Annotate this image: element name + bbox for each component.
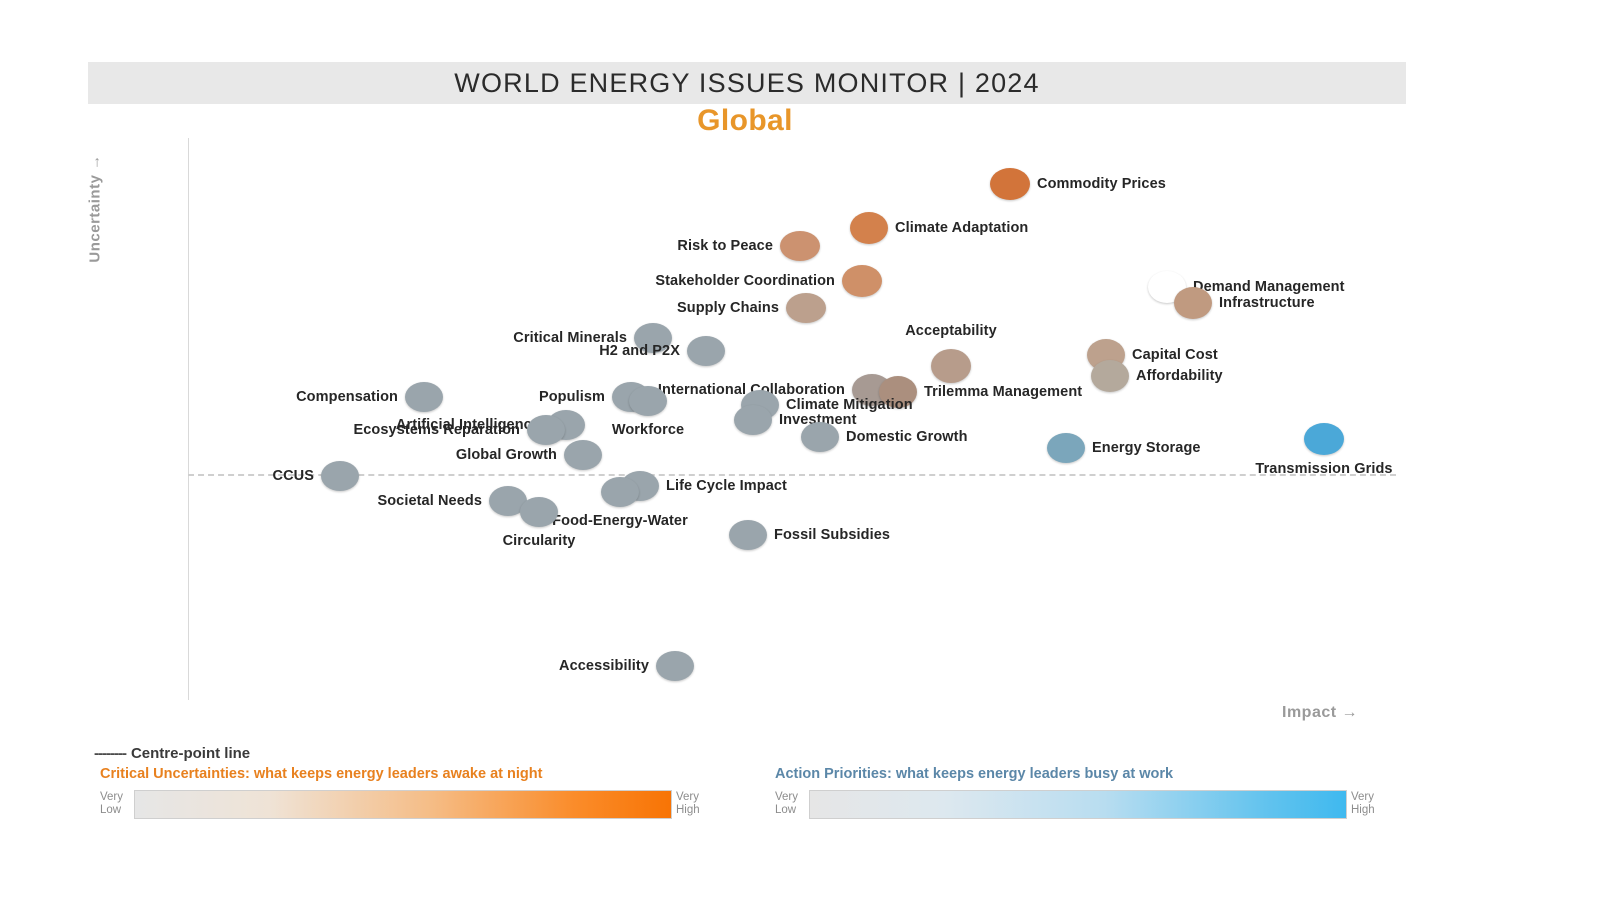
issue-label: Circularity (502, 533, 576, 549)
issue-bubble[interactable] (634, 323, 672, 353)
issue-label: Commodity Prices (1037, 176, 1166, 192)
page-title: WORLD ENERGY ISSUES MONITOR | 2024 (454, 67, 1040, 98)
issue-bubble[interactable] (1304, 423, 1344, 455)
action-scale-row: Very Low Very High (775, 790, 1385, 819)
issue-label: Acceptability (905, 323, 997, 339)
issue-label: Infrastructure (1219, 295, 1315, 311)
issue-label: Climate Mitigation (786, 397, 913, 413)
legend-action-priorities: Action Priorities: what keeps energy lea… (775, 766, 1385, 819)
issue-label: H2 and P2X (599, 343, 680, 359)
issue-bubble[interactable] (780, 231, 820, 261)
y-axis-line (188, 138, 189, 700)
uncertainty-gradient-bar (134, 790, 672, 819)
uncertainty-low-line1: Very (100, 791, 124, 803)
issue-bubble[interactable] (842, 265, 882, 297)
centre-point-line-label: Centre-point line (130, 745, 251, 762)
issue-label: Artificial Intelligence (395, 417, 540, 433)
issue-label: Trilemma Management (924, 384, 1083, 400)
issue-bubble[interactable] (629, 386, 667, 416)
action-gradient-bar (809, 790, 1347, 819)
issue-bubble[interactable] (687, 336, 725, 366)
uncertainty-scale-row: Very Low Very High (100, 790, 710, 819)
y-axis-label: Uncertainty → (86, 154, 104, 263)
header-bar: WORLD ENERGY ISSUES MONITOR | 2024 (88, 62, 1406, 104)
issue-label: Stakeholder Coordination (655, 273, 835, 289)
action-low-line2: Low (775, 803, 797, 816)
action-high-line1: Very (1351, 791, 1375, 803)
chart-subtitle: Global (697, 104, 793, 137)
issue-bubble[interactable] (801, 422, 839, 452)
issue-label: Affordability (1136, 368, 1223, 384)
issue-bubble[interactable] (564, 440, 602, 470)
issue-bubble[interactable] (321, 461, 359, 491)
centre-point-line-legend: -------- Centre-point line (94, 745, 250, 762)
issue-label: International Collaboration (657, 382, 845, 398)
legend-action-priorities-heading: Action Priorities: what keeps energy lea… (775, 766, 1174, 782)
issue-bubble[interactable] (734, 405, 772, 435)
issue-label: Investment (779, 412, 857, 428)
issue-label: Workforce (611, 422, 685, 438)
issue-label: Life Cycle Impact (666, 478, 787, 494)
uncertainty-high-line2: High (676, 803, 700, 816)
legend-critical-uncertainties: Critical Uncertainties: what keeps energ… (100, 766, 710, 819)
issue-label: Climate Adaptation (895, 220, 1029, 236)
issue-bubble[interactable] (405, 382, 443, 412)
issue-label: Societal Needs (377, 493, 482, 509)
issue-label: Transmission Grids (1255, 461, 1393, 477)
issue-label: Supply Chains (676, 300, 779, 316)
issue-label: Capital Cost (1132, 347, 1218, 363)
centre-point-line (188, 474, 1396, 476)
issue-label: Global Growth (455, 447, 557, 463)
issue-bubble[interactable] (879, 376, 917, 408)
issue-bubble[interactable] (850, 212, 888, 244)
issue-label: Demand Management (1193, 279, 1345, 295)
uncertainty-scale-low-caption: Very Low (100, 790, 134, 819)
legend-critical-uncertainties-heading: Critical Uncertainties: what keeps energ… (100, 766, 543, 782)
issue-bubble[interactable] (527, 415, 565, 445)
issue-bubble[interactable] (601, 477, 639, 507)
uncertainty-low-line2: Low (100, 803, 122, 816)
issue-label: Populism (538, 389, 605, 405)
issue-label: Energy Storage (1092, 440, 1201, 456)
issue-bubble[interactable] (990, 168, 1030, 200)
issue-label: Fossil Subsidies (774, 527, 891, 543)
issue-label: Compensation (296, 389, 398, 405)
action-scale-low-caption: Very Low (775, 790, 809, 819)
issue-bubble[interactable] (656, 651, 694, 681)
issue-label: Risk to Peace (677, 238, 773, 254)
issue-label: Ecosystems Reparation (353, 422, 520, 438)
issue-label: Domestic Growth (846, 429, 968, 445)
issue-label: Critical Minerals (513, 330, 627, 346)
issue-bubble[interactable] (786, 293, 826, 323)
issue-label: Food-Energy-Water (552, 513, 688, 529)
action-low-line1: Very (775, 791, 799, 803)
issue-bubble[interactable] (1047, 433, 1085, 463)
issue-label: CCUS (272, 468, 314, 484)
x-axis-label: Impact → (1282, 704, 1359, 721)
action-high-line2: High (1351, 803, 1375, 816)
issue-bubble[interactable] (931, 349, 971, 383)
issue-bubble[interactable] (729, 520, 767, 550)
issue-bubble[interactable] (520, 497, 558, 527)
issue-bubble[interactable] (1091, 360, 1129, 392)
issue-bubble[interactable] (1174, 287, 1212, 319)
action-scale-high-caption: Very High (1347, 790, 1385, 819)
uncertainty-scale-high-caption: Very High (672, 790, 710, 819)
dashed-line-swatch: -------- (94, 745, 127, 762)
uncertainty-high-line1: Very (676, 791, 700, 803)
issue-label: Accessibility (559, 658, 649, 674)
